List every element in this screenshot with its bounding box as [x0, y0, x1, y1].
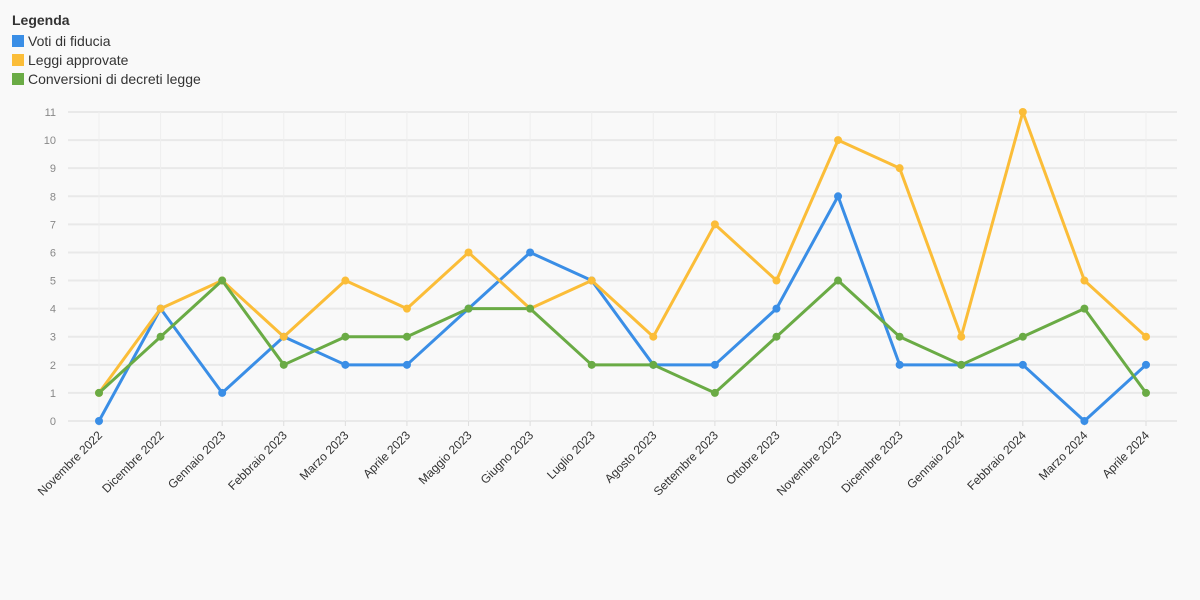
legend-label-leggi-approvate: Leggi approvate	[28, 51, 129, 68]
data-point-series-2[interactable]	[218, 276, 227, 285]
data-point-series-1[interactable]	[834, 136, 843, 145]
data-point-series-1[interactable]	[1018, 108, 1027, 116]
data-point-series-2[interactable]	[957, 360, 966, 369]
x-tick-label: Maggio 2023	[416, 428, 475, 487]
data-point-series-1[interactable]	[772, 276, 781, 285]
x-tick-label: Novembre 2023	[774, 428, 845, 499]
legend-item-voti-di-fiducia[interactable]: Voti di fiducia	[12, 31, 201, 50]
data-point-series-2[interactable]	[279, 360, 288, 369]
x-tick-label: Gennaio 2023	[165, 428, 228, 491]
legend: Legenda Voti di fiducia Leggi approvate …	[12, 12, 201, 88]
y-axis-ticks: 0 1 2 3 4 5 6 7 8 9 10 11	[44, 107, 56, 428]
x-tick-label: Marzo 2023	[297, 428, 352, 483]
data-point-series-2[interactable]	[1142, 388, 1150, 397]
data-point-series-2[interactable]	[895, 332, 904, 341]
x-tick-label: Luglio 2023	[544, 428, 598, 482]
data-point-series-1[interactable]	[587, 276, 596, 285]
data-point-series-2[interactable]	[526, 304, 535, 313]
y-tick-label: 0	[50, 416, 56, 428]
y-tick-label: 6	[50, 247, 56, 259]
y-tick-label: 7	[50, 219, 56, 231]
legend-swatch-leggi-approvate	[12, 53, 24, 66]
data-point-series-1[interactable]	[464, 248, 473, 257]
data-point-series-1[interactable]	[1080, 276, 1089, 285]
y-tick-label: 5	[50, 276, 56, 288]
data-point-series-2[interactable]	[834, 276, 843, 285]
legend-label-conversioni-decreti: Conversioni di decreti legge	[28, 70, 201, 87]
legend-swatch-conversioni-decreti	[12, 72, 24, 85]
x-tick-label: Giugno 2023	[478, 428, 537, 487]
data-point-series-1[interactable]	[156, 304, 165, 313]
series-line-2	[97, 279, 1148, 395]
data-point-series-0[interactable]	[710, 360, 719, 369]
data-point-series-1[interactable]	[957, 332, 966, 341]
data-point-series-2[interactable]	[649, 360, 658, 369]
y-tick-label: 4	[50, 304, 56, 316]
data-point-series-1[interactable]	[649, 332, 658, 341]
data-point-series-0[interactable]	[402, 360, 411, 369]
y-tick-label: 2	[50, 360, 56, 372]
y-tick-label: 9	[50, 163, 56, 175]
data-point-series-1[interactable]	[895, 164, 904, 173]
data-point-series-0[interactable]	[772, 304, 781, 313]
data-point-series-2[interactable]	[156, 332, 165, 341]
data-point-series-0[interactable]	[834, 192, 843, 201]
data-point-series-1[interactable]	[341, 276, 350, 285]
legend-item-leggi-approvate[interactable]: Leggi approvate	[12, 50, 201, 69]
x-tick-label: Marzo 2024	[1036, 428, 1091, 483]
data-point-series-0[interactable]	[1142, 360, 1150, 369]
data-point-series-0[interactable]	[895, 360, 904, 369]
series-lines	[95, 108, 1150, 425]
x-tick-label: Gennaio 2024	[904, 428, 967, 491]
legend-label-voti-di-fiducia: Voti di fiducia	[28, 32, 111, 49]
data-point-series-0[interactable]	[1080, 417, 1089, 425]
x-tick-label: Febbraio 2024	[964, 428, 1029, 493]
y-tick-label: 10	[44, 135, 56, 147]
data-point-series-2[interactable]	[402, 332, 411, 341]
data-point-series-1[interactable]	[402, 304, 411, 313]
legend-title: Legenda	[12, 12, 70, 28]
y-tick-label: 8	[50, 191, 56, 203]
data-point-series-0[interactable]	[95, 417, 103, 425]
data-point-series-0[interactable]	[526, 248, 535, 257]
data-point-series-2[interactable]	[710, 388, 719, 397]
x-tick-label: Agosto 2023	[602, 428, 660, 486]
y-tick-label: 3	[50, 332, 56, 344]
data-point-series-2[interactable]	[95, 388, 103, 397]
data-point-series-2[interactable]	[1080, 304, 1089, 313]
data-point-series-1[interactable]	[1142, 332, 1150, 341]
data-point-series-2[interactable]	[587, 360, 596, 369]
data-point-series-0[interactable]	[218, 388, 227, 397]
data-point-series-2[interactable]	[464, 304, 473, 313]
x-tick-label: Ottobre 2023	[723, 428, 783, 488]
data-point-series-2[interactable]	[772, 332, 781, 341]
data-point-series-1[interactable]	[279, 332, 288, 341]
y-tick-label: 11	[45, 107, 56, 119]
x-tick-label: Dicembre 2023	[838, 428, 906, 496]
series-line-1	[97, 110, 1148, 395]
x-tick-label: Novembre 2022	[35, 428, 106, 499]
x-tick-label: Aprile 2024	[1099, 428, 1152, 481]
data-point-series-0[interactable]	[341, 360, 350, 369]
x-tick-label: Settembre 2023	[651, 428, 722, 499]
y-tick-label: 1	[50, 388, 56, 400]
series-line-0	[97, 194, 1148, 423]
data-point-series-2[interactable]	[1018, 332, 1027, 341]
x-tick-label: Dicembre 2022	[99, 428, 167, 496]
data-point-series-1[interactable]	[710, 220, 719, 229]
x-tick-label: Febbraio 2023	[225, 428, 290, 493]
legend-item-conversioni-decreti[interactable]: Conversioni di decreti legge	[12, 69, 201, 88]
data-point-series-2[interactable]	[341, 332, 350, 341]
data-point-series-0[interactable]	[1018, 360, 1027, 369]
x-tick-label: Aprile 2023	[360, 428, 413, 481]
legend-swatch-voti-di-fiducia	[12, 34, 24, 47]
